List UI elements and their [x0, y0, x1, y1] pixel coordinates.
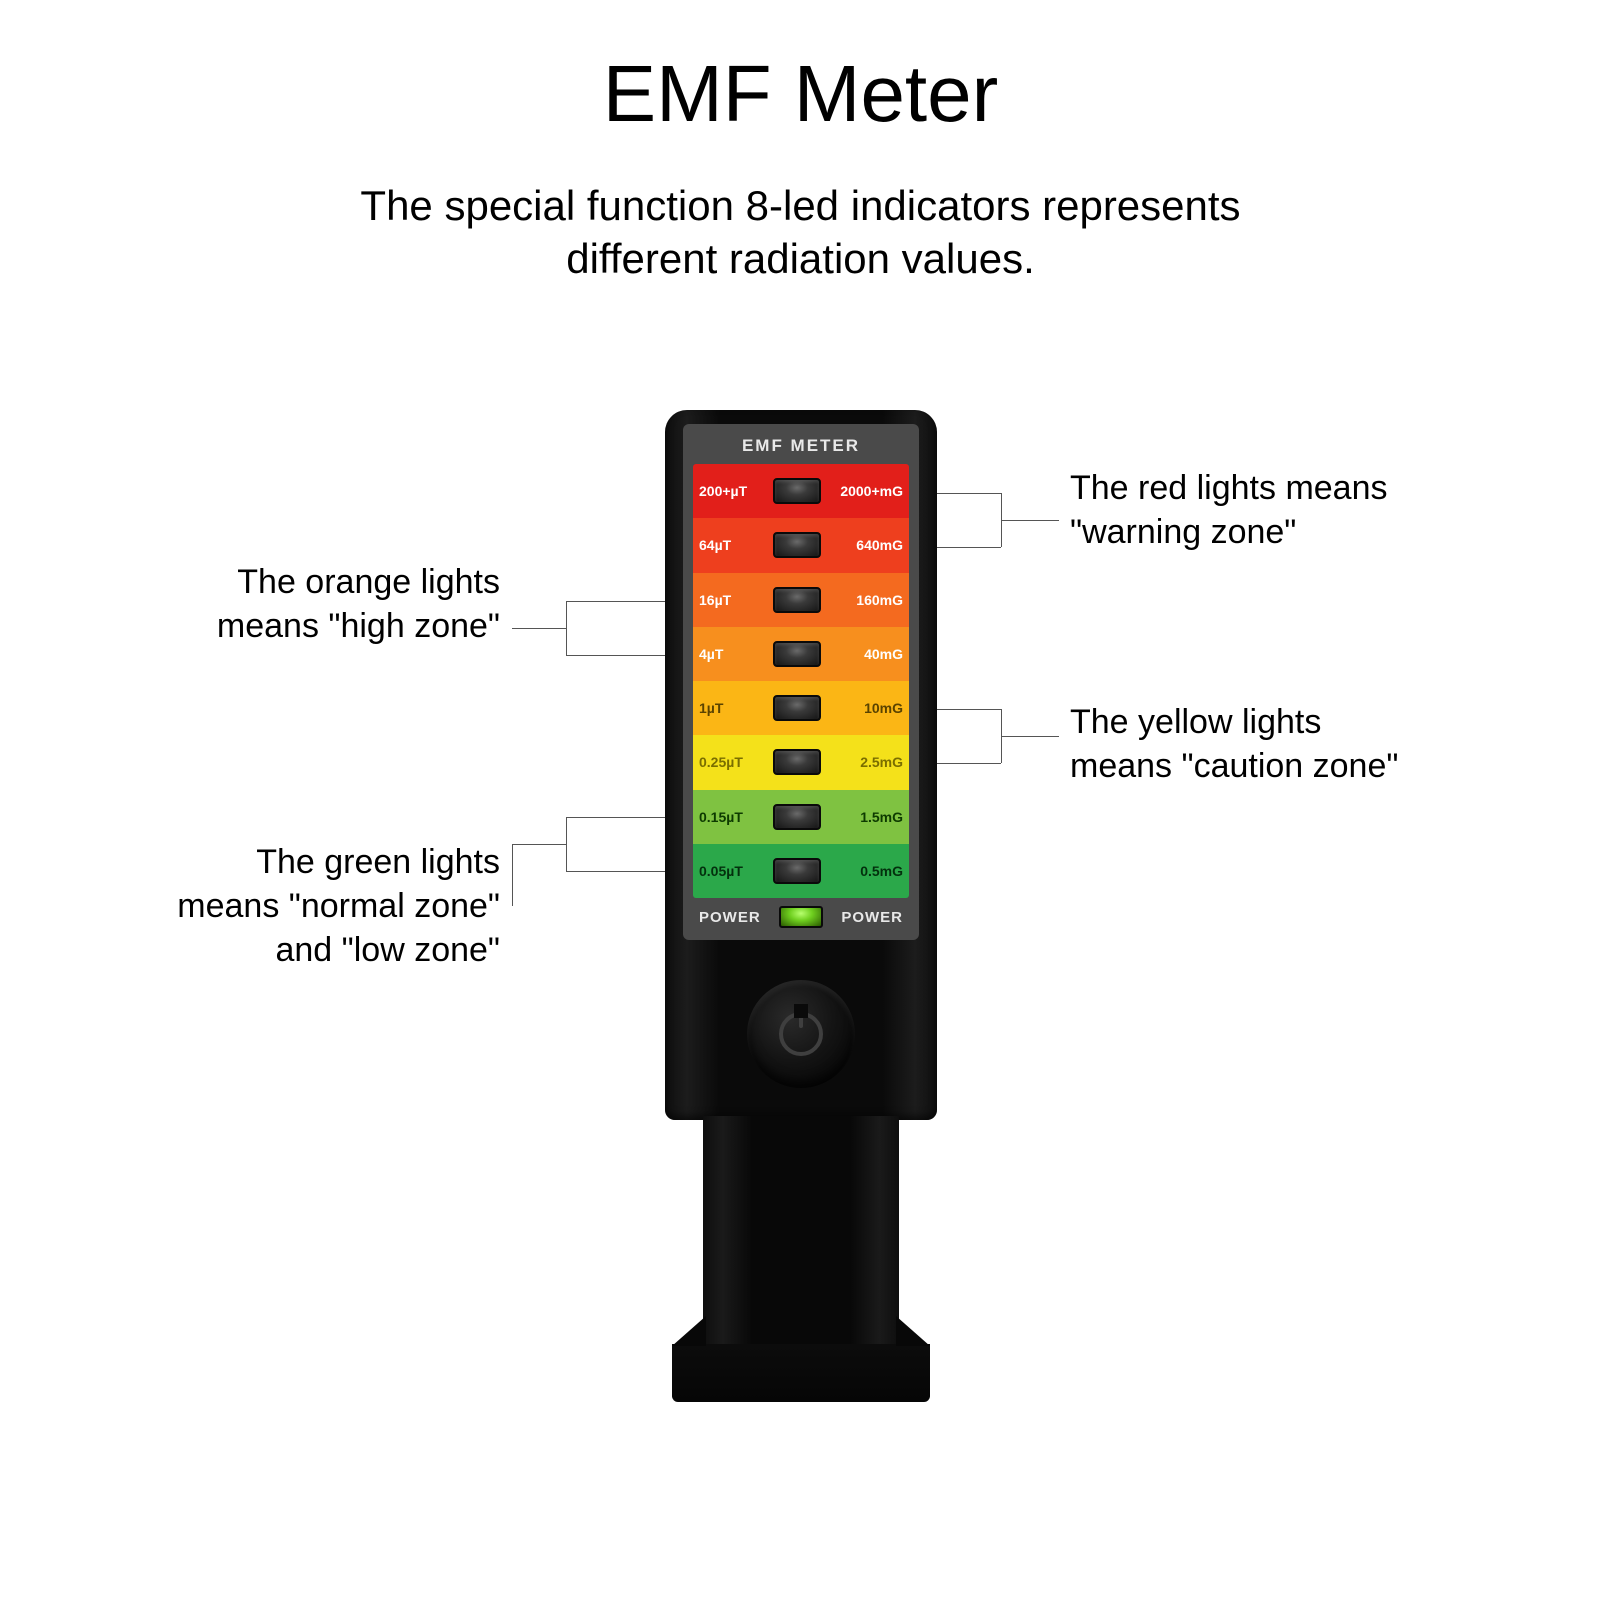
row1-left: 200+µT [699, 483, 755, 499]
power-icon [779, 1012, 823, 1056]
power-label-left: POWER [699, 909, 761, 926]
led-row-6: 0.25µT 2.5mG [693, 735, 909, 789]
led-scale: 200+µT 2000+mG 64µT 640mG 16µT 160mG 4µT 40m… [693, 464, 909, 898]
callout-orange-line1: The orange lights [237, 563, 500, 601]
led-row-2: 64µT 640mG [693, 518, 909, 572]
led-4 [773, 641, 821, 667]
row5-right: 10mG [839, 700, 903, 716]
subtitle-line2: different radiation values. [566, 235, 1035, 282]
power-led [779, 906, 823, 928]
callout-green-line1: The green lights [256, 843, 500, 881]
led-row-8: 0.05µT 0.5mG [693, 844, 909, 898]
led-row-7: 0.15µT 1.5mG [693, 790, 909, 844]
led-8 [773, 858, 821, 884]
callout-red-line2: "warning zone" [1070, 513, 1296, 551]
led-6 [773, 749, 821, 775]
power-label-right: POWER [841, 909, 903, 926]
row6-right: 2.5mG [839, 754, 903, 770]
row8-right: 0.5mG [839, 863, 903, 879]
row3-left: 16µT [699, 592, 755, 608]
callout-green-line3: and "low zone" [275, 931, 500, 969]
led-row-5: 1µT 10mG [693, 681, 909, 735]
row8-left: 0.05µT [699, 863, 755, 879]
power-button[interactable] [747, 980, 855, 1088]
row1-right: 2000+mG [839, 483, 903, 499]
led-row-4: 4µT 40mG [693, 627, 909, 681]
led-7 [773, 804, 821, 830]
page-subtitle: The special function 8-led indicators re… [0, 180, 1601, 285]
led-1 [773, 478, 821, 504]
row4-right: 40mG [839, 646, 903, 662]
row6-left: 0.25µT [699, 754, 755, 770]
callout-green: The green lights means "normal zone" and… [0, 840, 500, 973]
row5-left: 1µT [699, 700, 755, 716]
device-screen-title: EMF METER [693, 432, 909, 464]
device-handle [703, 1116, 899, 1346]
emf-meter-device: EMF METER 200+µT2000+mG 64µT640mG 16µT16… [665, 410, 937, 1402]
callout-orange-line2: means "high zone" [217, 607, 500, 645]
callout-green-line2: means "normal zone" [177, 887, 500, 925]
device-screen: EMF METER 200+µT2000+mG 64µT640mG 16µT16… [683, 424, 919, 940]
led-row-3: 16µT 160mG [693, 573, 909, 627]
row2-left: 64µT [699, 537, 755, 553]
callout-red-line1: The red lights means [1070, 469, 1388, 507]
led-5 [773, 695, 821, 721]
callout-red: The red lights means "warning zone" [1070, 466, 1530, 554]
led-row-1: 200+µT 2000+mG [693, 464, 909, 518]
callout-yellow-line1: The yellow lights [1070, 703, 1321, 741]
page-title: EMF Meter [0, 48, 1601, 140]
row4-left: 4µT [699, 646, 755, 662]
row3-right: 160mG [839, 592, 903, 608]
device-foot [672, 1344, 930, 1402]
row7-right: 1.5mG [839, 809, 903, 825]
row7-left: 0.15µT [699, 809, 755, 825]
callout-yellow: The yellow lights means "caution zone" [1070, 700, 1530, 788]
device-body-top: EMF METER 200+µT2000+mG 64µT640mG 16µT16… [665, 410, 937, 1120]
led-3 [773, 587, 821, 613]
subtitle-line1: The special function 8-led indicators re… [360, 182, 1240, 229]
power-row: POWER POWER [693, 898, 909, 930]
callout-yellow-line2: means "caution zone" [1070, 747, 1398, 785]
row2-right: 640mG [839, 537, 903, 553]
led-2 [773, 532, 821, 558]
callout-orange: The orange lights means "high zone" [0, 560, 500, 648]
